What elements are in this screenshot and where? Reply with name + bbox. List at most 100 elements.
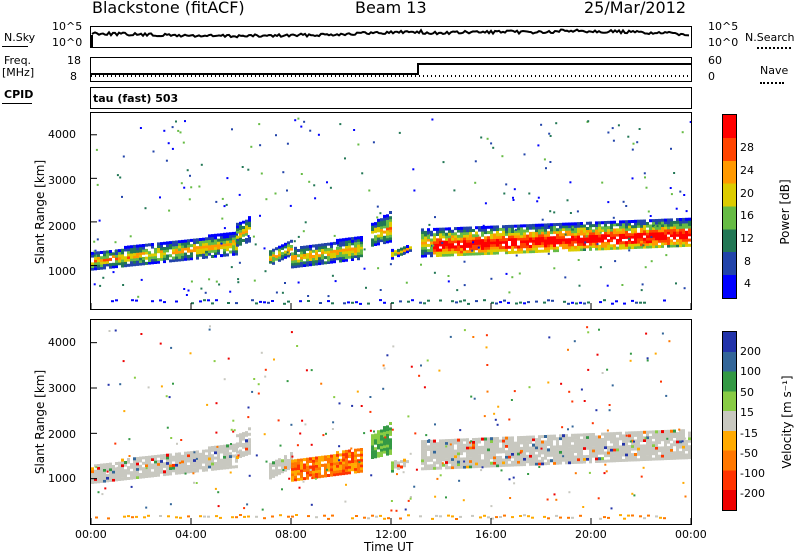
- heatmap-cell: [245, 232, 248, 236]
- heatmap-cell: [664, 429, 667, 433]
- heatmap-cell: [559, 222, 562, 226]
- heatmap-scatter-point: [497, 405, 500, 408]
- heatmap-cell: [562, 243, 565, 247]
- heatmap-cell: [406, 460, 409, 464]
- heatmap-cell: [598, 451, 601, 455]
- heatmap-cell: [124, 461, 127, 464]
- heatmap-scatter-point: [198, 185, 201, 188]
- heatmap-cell: [607, 454, 610, 458]
- heatmap-cell: [562, 450, 565, 454]
- heatmap-cell: [601, 221, 604, 225]
- heatmap-cell: [508, 444, 511, 448]
- heatmap-cell: [481, 239, 484, 243]
- heatmap-cell: [640, 237, 643, 241]
- heatmap-cell: [294, 249, 297, 253]
- heatmap-cell: [610, 236, 613, 240]
- heatmap-scatter-point: [650, 236, 653, 238]
- heatmap-scatter-point: [553, 493, 556, 496]
- heatmap-cell: [306, 457, 309, 461]
- heatmap-cell: [178, 240, 181, 244]
- heatmap-cell: [351, 462, 354, 466]
- heatmap-scatter-point: [569, 181, 572, 184]
- heatmap-scatter-point: [377, 267, 380, 270]
- heatmap-cell: [493, 439, 496, 443]
- heatmap-cell: [685, 445, 688, 449]
- heatmap-cell: [457, 250, 460, 254]
- heatmap-cell: [91, 480, 94, 484]
- heatmap-cell: [448, 447, 451, 451]
- heatmap-cell: [646, 444, 649, 448]
- heatmap-scatter-point: [241, 166, 244, 168]
- heatmap-cell: [284, 455, 287, 459]
- heatmap-cell: [275, 459, 278, 463]
- heatmap-scatter-point: [449, 443, 452, 446]
- heatmap-scatter-point: [428, 439, 431, 442]
- heatmap-cell: [269, 468, 272, 472]
- heatmap-cell: [175, 471, 178, 475]
- heatmap-cell: [535, 438, 538, 442]
- heatmap-cell: [439, 251, 442, 255]
- heatmap-cell: [496, 456, 499, 459]
- heatmap-cell: [202, 245, 205, 249]
- heatmap-scatter-point: [297, 281, 300, 284]
- heatmap-cell: [658, 239, 661, 243]
- heatmap-cell: [133, 462, 136, 466]
- heatmap-cell: [604, 443, 607, 447]
- heatmap-cell: [664, 446, 667, 450]
- heatmap-cell: [679, 231, 682, 235]
- heatmap-cell: [324, 250, 327, 254]
- heatmap-cell: [550, 442, 553, 446]
- heatmap-scatter-point: [432, 244, 435, 247]
- heatmap-cell: [389, 446, 392, 450]
- heatmap-cell: [541, 226, 544, 230]
- heatmap-cell: [157, 473, 160, 477]
- heatmap-cell: [508, 439, 511, 443]
- heatmap-cell: [592, 452, 595, 455]
- heatmap-ground-cell: [559, 516, 562, 519]
- heatmap-cell: [673, 233, 676, 237]
- heatmap-cell: [220, 458, 223, 462]
- heatmap-cell: [625, 233, 628, 237]
- heatmap-cell: [383, 225, 386, 229]
- heatmap-cell: [610, 459, 613, 463]
- heatmap-cell: [427, 467, 430, 471]
- heatmap-cell: [436, 248, 439, 252]
- heatmap-cell: [154, 261, 157, 264]
- heatmap-ground-cell: [555, 514, 558, 517]
- heatmap-cell: [451, 452, 454, 456]
- heatmap-cell: [478, 437, 481, 441]
- heatmap-cell: [442, 240, 445, 244]
- heatmap-cell: [160, 249, 163, 253]
- heatmap-cell: [490, 238, 493, 242]
- heatmap-cell: [427, 238, 430, 242]
- heatmap-cell: [553, 453, 556, 457]
- heatmap-cell: [294, 246, 297, 250]
- velocity-cbar-label: Velocity [m s⁻¹]: [780, 375, 794, 469]
- heatmap-cell: [496, 228, 499, 231]
- heatmap-cell: [640, 232, 643, 236]
- heatmap-cell: [505, 225, 508, 228]
- heatmap-cell: [475, 244, 478, 248]
- heatmap-cell: [538, 437, 541, 441]
- heatmap-cell: [115, 478, 118, 482]
- heatmap-cell: [193, 456, 196, 460]
- heatmap-cell: [357, 244, 360, 248]
- heatmap-cell: [169, 458, 172, 462]
- heatmap-cell: [121, 461, 124, 465]
- heatmap-cell: [505, 248, 508, 252]
- heatmap-scatter-point: [139, 127, 142, 129]
- heatmap-cell: [451, 248, 454, 252]
- heatmap-scatter-point: [512, 476, 515, 479]
- heatmap-cell: [457, 463, 460, 467]
- heatmap-scatter-point: [310, 443, 313, 446]
- heatmap-cell: [601, 443, 604, 447]
- heatmap-cell: [565, 222, 568, 226]
- heatmap-cell: [133, 460, 136, 463]
- heatmap-cell: [193, 241, 196, 245]
- heatmap-scatter-point: [601, 181, 604, 184]
- heatmap-cell: [661, 218, 664, 222]
- heatmap-cell: [547, 434, 550, 438]
- heatmap-cell: [318, 475, 321, 479]
- heatmap-cell: [223, 452, 226, 456]
- heatmap-scatter-point: [490, 277, 493, 280]
